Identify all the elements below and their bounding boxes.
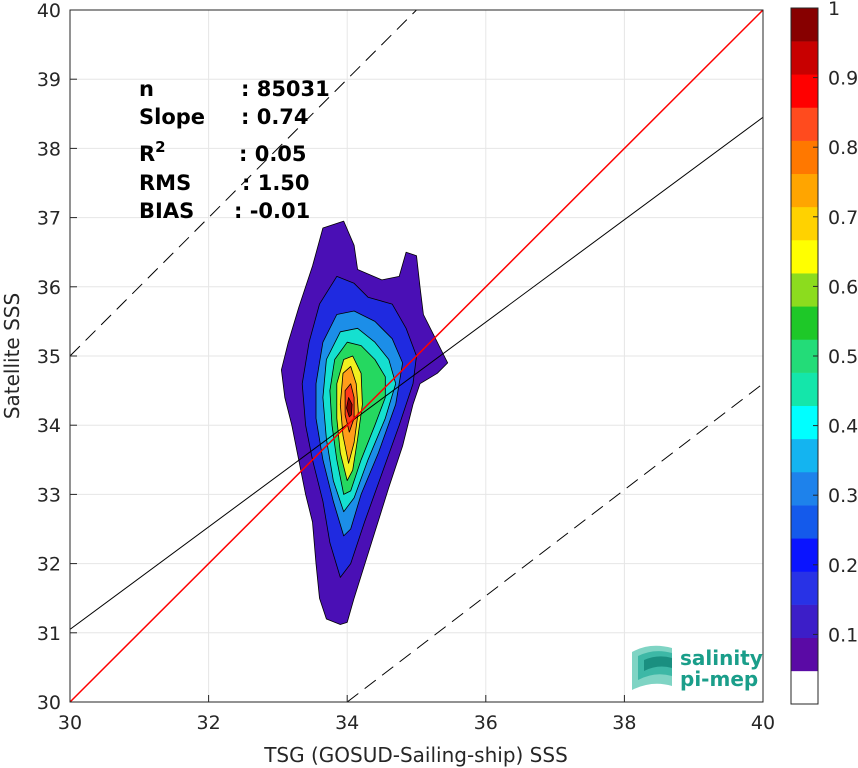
- y-tick-label: 38: [37, 138, 61, 160]
- stat-value: : 0.74: [241, 105, 309, 129]
- stat-value: : -0.01: [234, 199, 310, 223]
- x-tick-label: 40: [751, 712, 775, 734]
- stat-label: BIAS: [139, 199, 194, 223]
- upper-bound-line: [70, 10, 418, 357]
- reference-lines: [70, 10, 763, 702]
- colorbar-tick-label: 0.2: [828, 555, 858, 577]
- y-axis-ticks: 30 31 32 33 34 35 36 37 38 39 40: [37, 0, 77, 714]
- y-tick-label: 40: [37, 0, 61, 22]
- identity-line: [70, 10, 763, 702]
- y-tick-label: 30: [37, 692, 61, 714]
- regression-line: [70, 116, 763, 630]
- x-tick-label: 36: [474, 712, 498, 734]
- contour-level: [346, 397, 353, 418]
- stat-label: n: [139, 77, 154, 101]
- colorbar-segment: [791, 41, 818, 75]
- colorbar-segment: [791, 206, 818, 241]
- colorbar-segment: [791, 372, 818, 407]
- x-tick-label: 32: [197, 712, 221, 734]
- colorbar-segment: [791, 74, 818, 108]
- colorbar-segment: [791, 505, 818, 539]
- y-tick-label: 36: [37, 277, 61, 299]
- colorbar-segment: [791, 306, 818, 340]
- colorbar-segment: [791, 173, 818, 208]
- colorbar-tick-label: 0.1: [828, 624, 858, 646]
- colorbar-tick-label: 0.3: [828, 485, 858, 507]
- stat-value: : 1.50: [242, 171, 310, 195]
- x-tick-label: 38: [612, 712, 636, 734]
- salinity-pimep-logo: salinity pi-mep: [632, 645, 763, 691]
- y-tick-label: 37: [37, 208, 61, 230]
- x-tick-label: 30: [58, 712, 82, 734]
- stat-label: RMS: [139, 171, 191, 195]
- colorbar-segment: [791, 8, 818, 42]
- logo-line2: pi-mep: [680, 667, 758, 691]
- colorbar-segment: [791, 571, 818, 605]
- colorbar-tick-label: 0.7: [828, 207, 858, 229]
- y-tick-label: 31: [37, 623, 61, 645]
- colorbar-segment: [791, 538, 818, 572]
- colorbar-tick-label: 0.8: [828, 137, 858, 159]
- colorbar-segment: [791, 670, 818, 705]
- colorbar-segment: [791, 438, 818, 473]
- colorbar-tick-label: 0.9: [828, 68, 858, 90]
- waves-icon: [632, 645, 672, 690]
- x-tick-label: 34: [335, 712, 359, 734]
- y-tick-label: 32: [37, 554, 61, 576]
- colorbar-segment: [791, 107, 818, 141]
- y-tick-label: 33: [37, 484, 61, 506]
- colorbar-segment: [791, 240, 818, 274]
- density-contours: [280, 220, 449, 625]
- grid-lines: [69, 9, 764, 703]
- x-axis-label: TSG (GOSUD-Sailing-ship) SSS: [263, 743, 568, 767]
- colorbar-tick-label: 0.5: [828, 346, 858, 368]
- colorbar-segment: [791, 472, 818, 506]
- colorbar-segment: [791, 604, 818, 639]
- colorbar-segment: [791, 273, 818, 307]
- y-tick-label: 34: [37, 415, 61, 437]
- stat-value: : 0.05: [239, 142, 307, 166]
- stat-label: Slope: [139, 105, 205, 129]
- colorbar-tick-label: 0.4: [828, 416, 858, 438]
- y-axis-label: Satellite SSS: [0, 293, 24, 419]
- colorbar-segment: [791, 637, 818, 672]
- y-tick-label: 39: [37, 69, 61, 91]
- stat-value: : 85031: [241, 77, 330, 101]
- logo-line1: salinity: [680, 646, 763, 670]
- colorbar: 0.1 0.2 0.3 0.4 0.5 0.6 0.7 0.8 0.9 1: [790, 0, 858, 705]
- y-tick-label: 35: [37, 346, 61, 368]
- colorbar-segment: [791, 405, 818, 440]
- colorbar-tick-label: 1: [828, 0, 840, 20]
- colorbar-segment: [791, 140, 818, 175]
- x-axis-ticks: 30 32 34 36 38 40: [58, 695, 775, 734]
- colorbar-tick-label: 0.6: [828, 276, 858, 298]
